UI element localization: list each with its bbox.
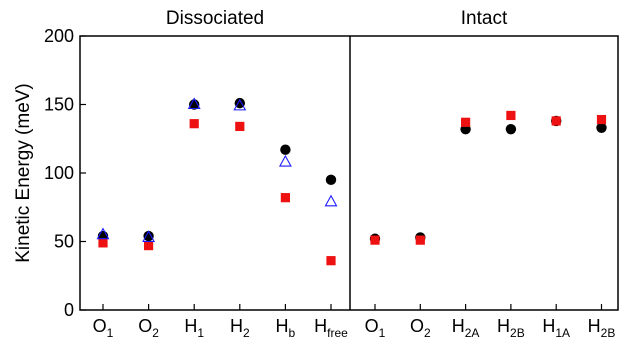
x-tick-label-main: H [452, 316, 465, 336]
point-triangle-open-0-3 [233, 98, 247, 111]
x-tick-label-main: O [410, 316, 424, 336]
x-tick-label-main: H [230, 316, 243, 336]
point-square-1-2 [461, 117, 471, 127]
point-triangle-open-0-5 [324, 194, 338, 207]
x-tick-label-0-0: O1 [93, 316, 114, 340]
x-tick-label-main: H [588, 316, 601, 336]
x-tick-label-main: O [138, 316, 152, 336]
series-circle [97, 97, 337, 242]
point-square-0-4 [280, 193, 290, 203]
point-circle-0-1 [143, 230, 154, 242]
x-tick-label-main: H [542, 316, 555, 336]
x-tick-label-main: O [365, 316, 379, 336]
x-tick-label-sub: 1 [197, 326, 204, 340]
point-square-0-2 [189, 119, 199, 129]
x-tick-label-sub: 2B [510, 326, 525, 340]
point-circle-0-2 [189, 99, 200, 110]
series-circle [369, 115, 607, 244]
x-tick-label-main: H [314, 316, 327, 336]
x-tick-label-1-5: H2B [588, 316, 616, 340]
x-tick-label-sub: 1 [379, 326, 386, 340]
x-tick-label-1-4: H1A [542, 316, 570, 340]
y-tick-label-200: 200 [44, 26, 74, 46]
x-tick-label-sub: free [327, 326, 348, 340]
x-tick-label-0-4: Hb [276, 316, 296, 340]
point-square-1-5 [596, 114, 607, 125]
x-tick-label-sub: 1 [107, 326, 114, 340]
point-square-1-0 [370, 235, 380, 245]
x-tick-label-0-2: H1 [184, 316, 204, 340]
y-tick-label-100: 100 [44, 163, 74, 183]
point-square-1-3 [506, 110, 516, 121]
x-tick-label-1-1: O2 [410, 316, 431, 340]
y-tick-label-0: 0 [64, 300, 74, 320]
x-tick-label-sub: 2B [601, 326, 616, 340]
x-tick-label-1-3: H2B [497, 316, 525, 340]
x-tick-label-sub: 1A [555, 326, 570, 340]
x-tick-label-0-1: O2 [138, 316, 159, 340]
point-square-0-0 [98, 238, 108, 248]
point-square-0-1 [144, 241, 154, 251]
x-tick-label-main: H [184, 316, 197, 336]
series-square [98, 119, 336, 266]
point-triangle-open-0-4 [278, 154, 292, 167]
series-square [370, 110, 607, 245]
plot-frame [79, 35, 619, 311]
point-triangle-open-0-1 [142, 230, 156, 242]
x-tick-label-main: H [276, 316, 289, 336]
x-tick-label-main: O [93, 316, 107, 336]
point-square-0-5 [326, 256, 336, 266]
point-square-1-4 [551, 116, 561, 126]
point-circle-0-4 [280, 144, 291, 155]
x-tick-label-main: H [497, 316, 510, 336]
x-tick-label-0-3: H2 [230, 316, 250, 340]
y-axis: 0 50 100 150 200 [44, 26, 86, 320]
point-circle-0-5 [325, 174, 337, 186]
x-tick-label-sub: 2 [152, 326, 159, 340]
y-tick-label-150: 150 [44, 95, 74, 115]
series-triangle-open [96, 97, 338, 242]
x-tick-label-sub: b [289, 326, 296, 340]
x-tick-label-0-5: Hfree [314, 316, 348, 340]
x-tick-label-sub: 2 [243, 326, 250, 340]
panel-title-1: Intact [461, 8, 508, 29]
point-triangle-open-0-2 [187, 97, 201, 110]
point-circle-1-5 [596, 122, 607, 133]
x-tick-label-sub: 2 [424, 326, 431, 340]
y-axis-title: Kinetic Energy (meV) [13, 83, 34, 263]
point-square-0-3 [235, 121, 245, 132]
x-tick-label-1-0: O1 [365, 316, 386, 340]
x-tick-label-1-2: H2A [452, 316, 480, 340]
y-tick-label-50: 50 [54, 232, 74, 252]
x-tick-label-sub: 2A [465, 326, 480, 340]
point-triangle-open-0-0 [96, 227, 110, 240]
panel-title-0: Dissociated [166, 8, 264, 29]
point-square-1-1 [415, 235, 425, 245]
point-circle-1-3 [505, 123, 517, 135]
